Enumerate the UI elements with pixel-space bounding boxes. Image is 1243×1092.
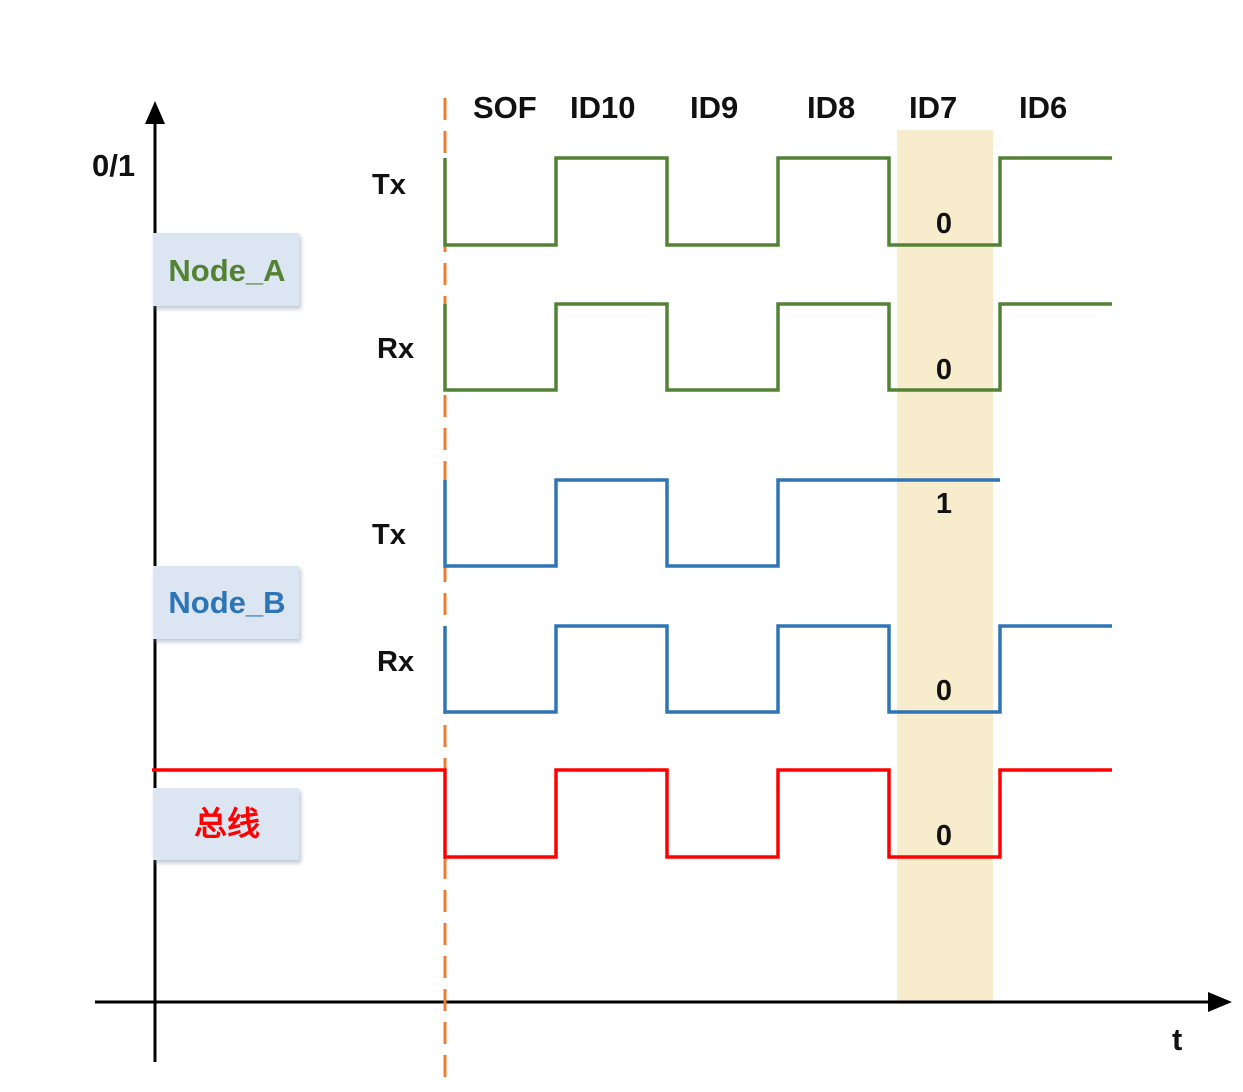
node-b-tx-id7-value: 1 <box>936 488 952 520</box>
field-id6: ID6 <box>1019 90 1067 125</box>
field-id8: ID8 <box>807 90 855 125</box>
bus-label-box: 总线 <box>153 788 299 860</box>
node-b-tx-label: Tx <box>372 519 406 551</box>
x-axis-arrow <box>1208 992 1232 1012</box>
field-id7: ID7 <box>909 90 957 125</box>
x-axis-label: t <box>1172 1022 1182 1057</box>
node-a-label: Node_A <box>168 253 285 288</box>
node-b-rx-waveform <box>443 624 1112 714</box>
bit-field-headers: SOF ID10 ID9 ID8 ID7 ID6 <box>473 90 1067 125</box>
node-a-tx-id7-value: 0 <box>936 208 952 240</box>
y-axis-label: 0/1 <box>92 148 135 183</box>
bus-waveform <box>152 768 1112 859</box>
node-a-rx-waveform <box>443 302 1112 392</box>
field-sof: SOF <box>473 90 537 125</box>
node-b-rx-label: Rx <box>377 646 414 678</box>
node-a-rx-label: Rx <box>377 333 414 365</box>
node-a-label-box: Node_A <box>153 233 299 306</box>
node-b-label-box: Node_B <box>153 566 299 639</box>
node-b-tx-waveform <box>443 478 1000 568</box>
node-b-label: Node_B <box>168 585 285 620</box>
id7-highlight-band <box>897 130 993 1004</box>
y-axis-arrow <box>145 101 165 124</box>
field-id9: ID9 <box>690 90 738 125</box>
bus-id7-value: 0 <box>936 820 952 852</box>
bus-label: 总线 <box>194 804 260 843</box>
field-id10: ID10 <box>570 90 635 125</box>
node-b-rx-id7-value: 0 <box>936 675 952 707</box>
node-a-tx-waveform <box>443 156 1112 247</box>
node-a-rx-id7-value: 0 <box>936 354 952 386</box>
node-a-tx-label: Tx <box>372 169 406 201</box>
